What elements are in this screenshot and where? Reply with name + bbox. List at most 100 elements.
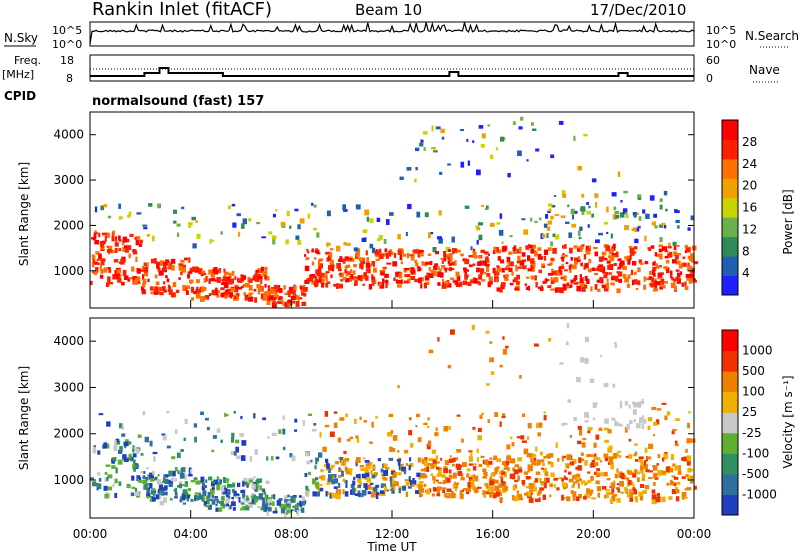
data-cell [648,248,652,252]
data-cell [585,250,591,255]
data-cell [196,279,200,284]
data-cell [674,443,679,447]
data-cell [415,262,419,267]
data-cell [359,275,363,282]
data-cell [195,480,201,485]
data-cell [136,268,141,274]
data-cell [146,234,150,237]
data-cell [573,135,576,142]
data-cell [376,492,380,496]
data-cell [314,257,317,260]
data-cell [143,262,148,267]
data-cell [552,247,557,254]
data-cell [512,495,515,501]
data-cell [138,243,143,247]
data-cell [433,270,437,277]
data-cell [585,248,589,252]
data-cell [493,492,497,499]
data-cell [477,435,482,441]
data-cell [259,478,263,483]
data-cell [162,435,167,441]
data-cell [670,282,676,289]
data-cell [610,464,615,470]
data-cell [494,479,499,484]
data-cell [399,254,403,261]
data-cell [489,457,493,460]
data-cell [546,233,549,239]
data-cell [270,456,274,461]
data-cell [213,290,216,296]
data-cell [241,285,245,288]
data-cell [549,483,553,488]
x-tick-label: 20:00 [576,527,611,541]
data-cell [297,295,300,301]
data-cell [388,413,394,418]
data-cell [125,439,129,443]
data-cell [275,456,280,460]
data-cell [225,503,229,507]
data-cell [147,474,151,477]
data-cell [107,215,112,219]
data-cell [237,278,243,283]
data-cell [655,419,660,425]
data-cell [550,472,555,478]
data-cell [625,455,629,458]
data-cell [579,429,583,436]
data-cell [454,260,457,266]
data-cell [236,213,241,217]
data-cell [363,420,367,423]
data-cell [681,282,685,287]
data-cell [163,281,166,285]
data-cell [538,490,542,493]
data-cell [426,272,430,278]
data-cell [161,286,166,291]
data-cell [336,263,342,269]
data-cell [447,249,452,252]
data-cell [155,281,160,286]
data-cell [648,477,653,480]
data-cell [617,258,622,262]
data-cell [462,462,467,468]
data-cell [606,478,611,481]
data-cell [224,412,227,417]
data-cell [331,267,334,272]
data-cell [616,483,620,486]
data-cell [357,275,362,281]
data-cell [439,171,443,175]
data-cell [675,276,680,282]
data-cell [555,270,560,276]
data-cell [186,290,189,295]
data-cell [636,402,642,406]
data-cell [118,261,122,264]
data-cell [193,423,198,428]
data-cell [537,256,542,260]
data-cell [266,500,271,503]
data-cell [388,250,392,257]
data-cell [572,264,577,270]
data-cell [396,459,402,462]
data-cell [320,468,324,473]
data-cell [136,477,139,482]
data-cell [637,197,642,200]
data-cell [430,269,435,274]
data-cell [286,509,289,515]
data-cell [637,471,641,475]
data-cell [693,485,697,490]
data-cell [147,487,150,490]
data-cell [591,178,597,183]
data-cell [230,484,236,488]
data-cell [427,425,430,429]
data-cell [311,261,315,266]
data-cell [459,281,463,287]
data-cell [230,451,235,456]
data-cell [561,255,566,259]
data-cell [662,246,668,250]
data-cell [272,238,276,245]
data-cell [213,267,218,273]
data-cell [342,258,346,264]
data-cell [661,222,666,226]
data-cell [538,422,543,428]
data-cell [233,411,236,414]
data-cell [566,323,570,329]
data-cell [98,413,104,416]
